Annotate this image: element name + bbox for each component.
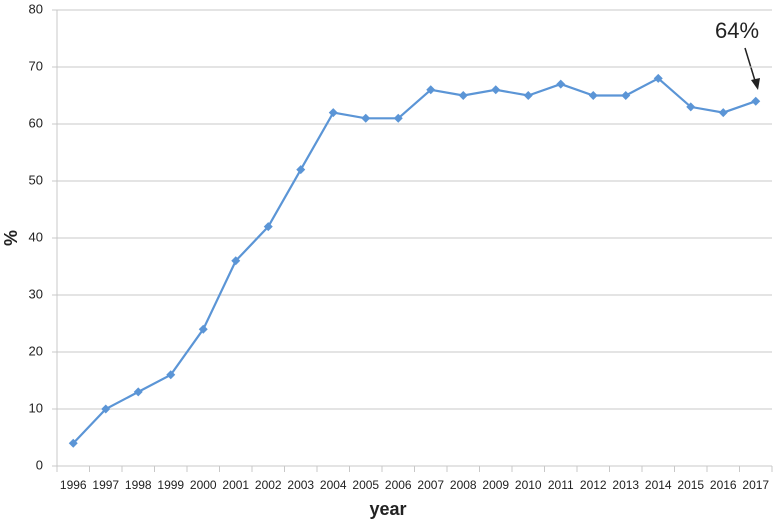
x-tick-label: 2016: [710, 478, 737, 492]
annotation: 64%: [715, 18, 759, 43]
x-tick-label: 1996: [60, 478, 87, 492]
y-tick-label: 40: [29, 229, 43, 244]
marker: [198, 324, 208, 334]
x-tick-label: 2007: [417, 478, 444, 492]
marker: [491, 85, 501, 95]
x-tick-label: 2012: [580, 478, 607, 492]
marker: [101, 404, 111, 414]
x-tick-label: 1997: [92, 478, 119, 492]
marker: [653, 73, 663, 83]
marker: [231, 256, 241, 266]
marker: [718, 108, 728, 118]
x-tick-label: 2005: [352, 478, 379, 492]
marker: [133, 387, 143, 397]
y-tick-label: 60: [29, 115, 43, 130]
x-tick-label: 2013: [612, 478, 639, 492]
annotation-arrow: [744, 47, 757, 85]
y-tick-label: 10: [29, 400, 43, 415]
x-tick-label: 2011: [548, 478, 574, 492]
y-tick-label: 70: [29, 58, 43, 73]
marker: [686, 102, 696, 112]
x-tick-label: 2010: [515, 478, 542, 492]
marker: [751, 96, 761, 106]
x-tick-label: 2002: [255, 478, 282, 492]
marker: [523, 91, 533, 100]
marker: [588, 91, 598, 100]
x-tick-label: 1999: [157, 478, 184, 492]
x-tick-label: 2006: [385, 478, 412, 492]
x-tick-label: 2017: [742, 478, 769, 492]
x-tick-label: 1998: [125, 478, 152, 492]
y-tick-label: 20: [29, 343, 43, 358]
x-axis-label: year: [369, 499, 406, 519]
x-tick-label: 2008: [450, 478, 477, 492]
data-line: [72, 77, 757, 444]
x-tick-label: 2015: [677, 478, 704, 492]
marker: [328, 108, 338, 118]
marker: [426, 85, 436, 95]
y-tick-label: 30: [29, 286, 43, 301]
marker: [458, 91, 468, 100]
x-tick-label: 2014: [645, 478, 672, 492]
x-tick-label: 2004: [320, 478, 347, 492]
y-tick-label: 0: [36, 457, 43, 472]
marker: [361, 113, 371, 123]
marker: [393, 113, 403, 123]
marker: [556, 79, 566, 89]
marker: [166, 370, 176, 380]
y-tick-label: 50: [29, 172, 43, 187]
x-tick-label: 2003: [287, 478, 314, 492]
marker: [296, 165, 306, 175]
y-axis-label: %: [1, 230, 21, 246]
x-tick-label: 2000: [190, 478, 217, 492]
marker: [263, 222, 273, 232]
x-tick-label: 2001: [222, 478, 249, 492]
y-tick-label: 80: [29, 1, 43, 16]
annotation-arrowhead: [751, 78, 760, 90]
x-tick-label: 2009: [482, 478, 509, 492]
marker: [68, 438, 78, 448]
marker: [621, 91, 631, 100]
